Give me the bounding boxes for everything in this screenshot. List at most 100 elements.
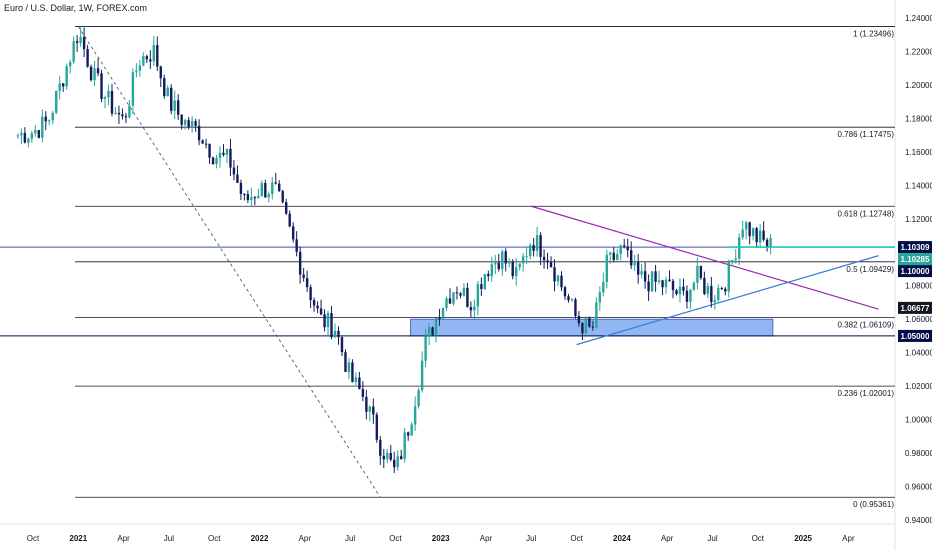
candle-body[interactable] <box>305 278 309 288</box>
candle-body[interactable] <box>748 222 751 237</box>
candle-body[interactable] <box>37 130 41 138</box>
candle-body[interactable] <box>34 130 37 134</box>
candle-body[interactable] <box>487 273 490 277</box>
candle-body[interactable] <box>379 439 382 456</box>
candle-body[interactable] <box>643 271 647 282</box>
candle-body[interactable] <box>152 45 155 62</box>
candle-body[interactable] <box>354 377 358 383</box>
candle-body[interactable] <box>271 182 274 195</box>
candle-body[interactable] <box>215 158 218 165</box>
candle-body[interactable] <box>400 456 403 459</box>
candle-body[interactable] <box>427 327 431 337</box>
candle-body[interactable] <box>755 228 758 243</box>
candle-body[interactable] <box>563 287 567 297</box>
candle-body[interactable] <box>27 138 30 143</box>
candle-body[interactable] <box>386 452 389 460</box>
candle-body[interactable] <box>23 132 27 143</box>
candle-body[interactable] <box>218 152 222 159</box>
candle-body[interactable] <box>68 61 72 67</box>
candle-body[interactable] <box>445 298 448 308</box>
candle-body[interactable] <box>490 264 494 277</box>
candle-body[interactable] <box>633 261 636 266</box>
candle-body[interactable] <box>131 72 135 106</box>
candle-body[interactable] <box>521 256 525 264</box>
candle-body[interactable] <box>142 56 145 66</box>
candle-body[interactable] <box>180 114 183 125</box>
candle-body[interactable] <box>375 414 379 440</box>
candle-body[interactable] <box>302 274 305 279</box>
candle-body[interactable] <box>710 285 713 303</box>
candle-body[interactable] <box>619 245 622 255</box>
candle-body[interactable] <box>243 193 246 195</box>
candle-body[interactable] <box>671 280 675 291</box>
candle-body[interactable] <box>588 318 591 327</box>
candle-body[interactable] <box>208 143 211 158</box>
candle-body[interactable] <box>72 41 75 62</box>
candle-body[interactable] <box>44 116 47 122</box>
candle-body[interactable] <box>16 135 20 137</box>
trend-line-descending-resistance[interactable] <box>531 205 879 310</box>
candle-body[interactable] <box>211 157 215 165</box>
candle-body[interactable] <box>689 289 692 302</box>
candle-body[interactable] <box>393 459 396 468</box>
candle-body[interactable] <box>424 336 427 361</box>
candle-body[interactable] <box>626 246 629 251</box>
candle-body[interactable] <box>567 296 570 301</box>
candle-body[interactable] <box>312 300 316 306</box>
candle-body[interactable] <box>267 194 270 198</box>
candle-body[interactable] <box>473 306 476 311</box>
candle-body[interactable] <box>494 262 497 265</box>
candle-body[interactable] <box>86 49 89 67</box>
candle-body[interactable] <box>246 194 250 201</box>
candle-body[interactable] <box>497 262 500 270</box>
trend-line-ascending-support[interactable] <box>576 255 879 346</box>
candle-body[interactable] <box>438 317 441 320</box>
candle-body[interactable] <box>664 279 668 288</box>
candle-body[interactable] <box>250 197 253 201</box>
candle-body[interactable] <box>717 288 720 300</box>
candle-body[interactable] <box>222 152 225 155</box>
candle-body[interactable] <box>128 105 131 118</box>
candle-body[interactable] <box>236 174 239 183</box>
candle-body[interactable] <box>525 256 528 258</box>
candle-body[interactable] <box>365 396 368 412</box>
candle-body[interactable] <box>82 36 86 50</box>
candle-body[interactable] <box>232 167 236 175</box>
candle-body[interactable] <box>605 254 608 283</box>
candle-body[interactable] <box>361 389 365 397</box>
candle-body[interactable] <box>459 293 462 296</box>
candle-body[interactable] <box>574 299 577 316</box>
candle-body[interactable] <box>542 256 546 261</box>
candle-body[interactable] <box>431 327 434 335</box>
candle-body[interactable] <box>96 68 100 74</box>
candle-body[interactable] <box>260 182 264 196</box>
candle-body[interactable] <box>532 245 535 251</box>
candle-body[interactable] <box>647 281 650 292</box>
candle-body[interactable] <box>692 282 696 290</box>
candle-body[interactable] <box>591 326 595 328</box>
candle-body[interactable] <box>347 362 351 372</box>
candle-body[interactable] <box>62 83 65 87</box>
candle-body[interactable] <box>515 267 518 277</box>
candle-body[interactable] <box>351 362 354 383</box>
candle-body[interactable] <box>337 330 340 338</box>
candle-body[interactable] <box>281 191 284 203</box>
candle-body[interactable] <box>741 229 744 238</box>
candle-body[interactable] <box>661 280 664 288</box>
candle-body[interactable] <box>769 238 772 247</box>
candle-body[interactable] <box>368 406 372 412</box>
candle-body[interactable] <box>584 318 588 334</box>
candle-body[interactable] <box>668 279 671 281</box>
candle-body[interactable] <box>678 286 682 295</box>
candle-body[interactable] <box>483 273 487 289</box>
candle-body[interactable] <box>100 73 103 99</box>
candle-body[interactable] <box>724 288 727 292</box>
candle-body[interactable] <box>706 285 710 294</box>
candle-body[interactable] <box>612 252 615 260</box>
candle-body[interactable] <box>636 261 640 275</box>
candle-body[interactable] <box>528 245 532 257</box>
candle-body[interactable] <box>257 195 260 199</box>
candle-body[interactable] <box>654 271 657 282</box>
candle-body[interactable] <box>124 116 128 118</box>
